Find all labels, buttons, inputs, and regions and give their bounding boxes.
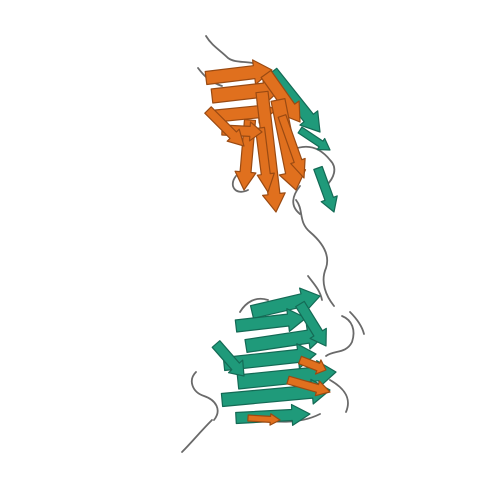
teal-upper-strand-3: [297, 126, 331, 151]
coil-loop-3: [291, 145, 336, 187]
teal-lower-strand-2: [234, 308, 307, 333]
orange-lower-strand-1: [298, 355, 327, 375]
orange-domain-strands: [204, 59, 331, 426]
teal-lower-strand-9: [211, 340, 245, 377]
orange-strand-10: [204, 106, 245, 147]
coil-loop-10: [181, 419, 213, 453]
coil-loop-9: [190, 371, 219, 421]
orange-strand-1: [204, 59, 273, 86]
coil-loop-4: [295, 199, 335, 307]
coil-loops: [181, 35, 365, 453]
coil-loop-7: [325, 315, 355, 357]
coil-loop-5: [292, 185, 301, 215]
orange-strand-11: [277, 114, 306, 179]
coil-loop-6: [231, 175, 249, 193]
coil-loop-14: [307, 275, 323, 301]
teal-upper-strand-2: [313, 165, 338, 213]
orange-lower-strand-2: [286, 375, 331, 397]
orange-lower-strand-3: [247, 413, 281, 426]
teal-lower-strand-8: [295, 300, 327, 347]
orange-strand-8: [254, 126, 275, 193]
coil-loop-11: [239, 297, 269, 313]
coil-loop-1: [205, 35, 263, 67]
coil-loop-8: [349, 311, 365, 335]
coil-loop-12: [329, 379, 349, 413]
orange-strand-6: [255, 90, 286, 213]
